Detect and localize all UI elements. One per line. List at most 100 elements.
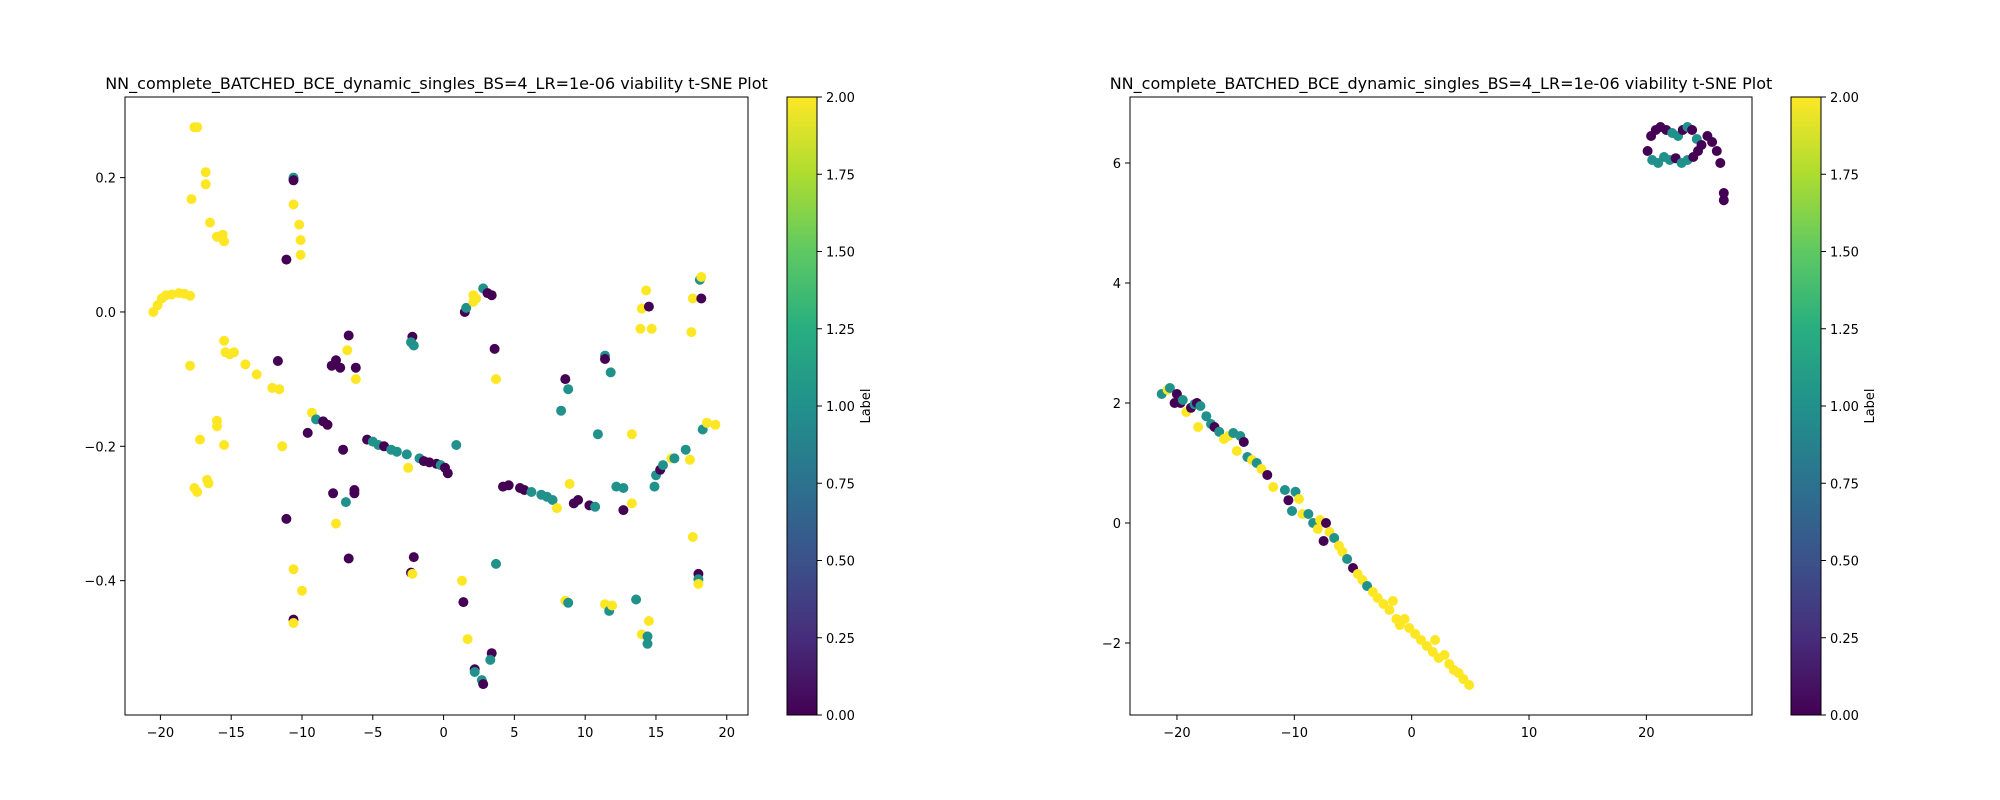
data-point: [1439, 650, 1450, 660]
data-point: [1164, 383, 1175, 393]
data-point: [1718, 188, 1729, 198]
data-point: [1464, 680, 1475, 690]
data-point: [192, 487, 203, 497]
data-point: [658, 460, 668, 471]
chart-title: NN_complete_BATCHED_BCE_dynamic_singles_…: [1110, 74, 1773, 94]
y-tick-label: 0.2: [95, 172, 116, 187]
colorbar-tick-label: 0.75: [1830, 477, 1859, 492]
data-point: [693, 579, 704, 589]
data-point: [340, 497, 351, 508]
data-point: [1303, 509, 1314, 519]
data-point: [469, 667, 480, 677]
colorbar-tick-label: 0.50: [826, 555, 855, 570]
data-point: [343, 330, 354, 341]
data-point: [185, 360, 196, 371]
data-point: [1279, 485, 1290, 495]
data-point: [205, 217, 215, 228]
x-tick-label: −10: [288, 726, 315, 741]
data-point: [556, 405, 567, 416]
data-point: [1287, 506, 1297, 516]
data-point: [687, 532, 698, 542]
data-point: [457, 575, 467, 586]
data-point: [486, 290, 497, 301]
data-point: [297, 585, 307, 596]
data-point: [618, 483, 629, 493]
data-point: [203, 478, 214, 489]
data-point: [229, 347, 239, 358]
data-point: [1195, 401, 1206, 411]
x-tick-label: 20: [1638, 726, 1655, 741]
scatter-points: [148, 122, 721, 690]
data-point: [349, 488, 360, 499]
data-point: [643, 301, 654, 312]
colorbar-tick-label: 1.50: [826, 246, 855, 261]
data-point: [302, 427, 313, 438]
data-point: [1399, 614, 1410, 624]
data-point: [564, 478, 575, 489]
data-point: [281, 513, 292, 524]
data-point: [391, 446, 402, 457]
data-point: [686, 327, 697, 338]
data-point: [251, 369, 262, 380]
data-point: [350, 362, 361, 373]
colorbar-tick-label: 0.00: [1830, 709, 1859, 724]
colorbar-tick-label: 1.75: [1830, 168, 1859, 183]
data-point: [407, 568, 418, 579]
data-point: [592, 429, 603, 440]
data-point: [462, 634, 473, 645]
data-point: [1642, 146, 1653, 156]
data-point: [680, 444, 691, 455]
data-point: [338, 444, 349, 455]
data-point: [1342, 554, 1353, 564]
x-tick-label: 0: [439, 726, 447, 741]
x-tick-label: 20: [718, 726, 735, 741]
data-point: [1718, 195, 1729, 206]
data-point: [442, 468, 453, 479]
colorbar-tick-label: 0.00: [826, 709, 855, 724]
data-point: [1715, 158, 1726, 168]
y-tick-label: 2: [1113, 397, 1121, 412]
colorbar: [1790, 96, 1822, 716]
data-point: [192, 122, 203, 133]
data-point: [343, 553, 354, 564]
data-point: [649, 481, 660, 492]
data-point: [485, 654, 496, 665]
data-point: [1384, 605, 1395, 615]
data-point: [563, 597, 574, 608]
data-point: [1193, 422, 1204, 432]
y-tick-label: 6: [1113, 157, 1121, 172]
colorbar-tick-label: 1.00: [1830, 400, 1859, 415]
data-point: [272, 356, 283, 366]
data-point: [696, 293, 707, 304]
data-point: [1693, 146, 1703, 156]
data-point: [1312, 524, 1323, 534]
data-point: [294, 219, 305, 230]
axes-frame: [124, 96, 749, 716]
y-tick-label: 4: [1113, 277, 1121, 292]
chart-title: NN_complete_BATCHED_BCE_dynamic_singles_…: [105, 74, 768, 94]
data-point: [328, 488, 339, 499]
data-point: [1387, 596, 1398, 606]
data-point: [288, 618, 299, 628]
data-point: [1262, 470, 1273, 480]
colorbar-tick-label: 0.25: [826, 632, 855, 647]
data-point: [626, 429, 637, 440]
data-point: [185, 290, 196, 301]
data-point: [461, 302, 472, 313]
data-point: [326, 360, 337, 371]
data-point: [350, 374, 361, 385]
colorbar-tick-label: 2.00: [826, 91, 855, 106]
y-tick-label: 0: [1113, 517, 1121, 532]
data-point: [219, 236, 230, 247]
data-point: [1687, 125, 1698, 135]
data-point: [551, 503, 562, 514]
data-point: [408, 552, 419, 563]
data-point: [526, 487, 537, 497]
data-point: [590, 501, 601, 512]
data-point: [600, 354, 610, 364]
data-point: [1268, 482, 1279, 492]
data-point: [503, 480, 514, 491]
colorbar-tick-label: 1.00: [826, 400, 855, 415]
data-point: [563, 384, 574, 395]
